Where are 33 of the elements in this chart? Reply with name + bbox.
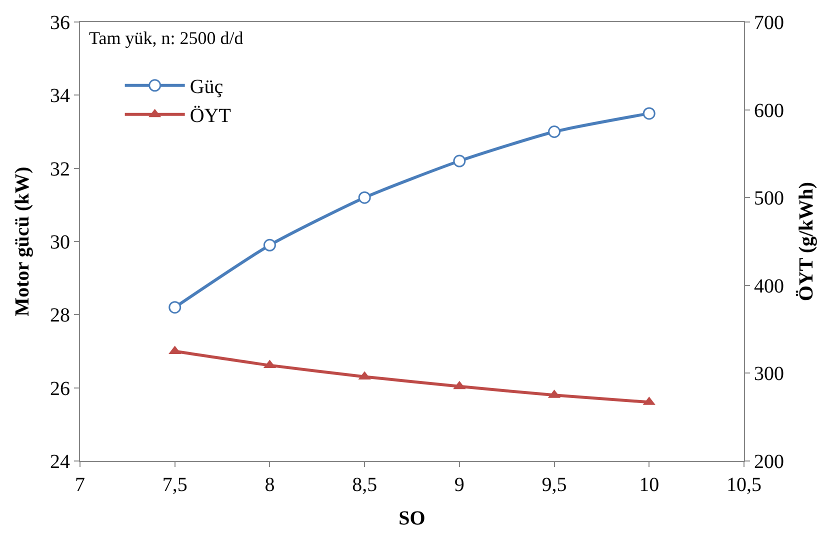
x-tick-label: 7 — [75, 474, 85, 496]
y-tick-label: 36 — [50, 12, 70, 34]
y2-axis-title: ÖYT (g/kWh) — [796, 182, 818, 302]
x-tick-label: 10,5 — [726, 474, 762, 496]
y-tick-label: 24 — [50, 451, 70, 473]
y2-tick-label: 500 — [754, 188, 784, 210]
y2-tick-label: 400 — [754, 275, 784, 298]
point — [358, 191, 371, 204]
y-tick-label: 28 — [50, 304, 70, 327]
x-tick-label: 10 — [639, 474, 660, 496]
legend-label: ÖYT — [190, 105, 231, 128]
y2-tick-label: 300 — [754, 363, 784, 386]
x-tick-label: 9,5 — [542, 474, 567, 496]
x-tick-label: 9 — [454, 474, 464, 496]
y-tick-label: 30 — [50, 232, 70, 254]
x-axis-title: SO — [398, 508, 426, 530]
y-axis-title: Motor gücü (kW) — [12, 166, 34, 316]
point — [548, 126, 561, 138]
x-tick-label: 8 — [264, 474, 275, 496]
y-tick-label: 32 — [50, 158, 70, 180]
point — [168, 301, 182, 314]
y2-tick-label: 600 — [754, 100, 784, 122]
point — [453, 154, 466, 168]
point — [642, 107, 656, 120]
y2-tick-label: 700 — [754, 12, 784, 34]
point — [263, 238, 276, 252]
x-tick-label: 8,5 — [352, 474, 378, 496]
y-tick-label: 34 — [50, 85, 70, 108]
y2-tick-label: 200 — [754, 451, 784, 473]
legend-label: Güç — [190, 76, 224, 98]
x-tick-label: 7,5 — [162, 474, 188, 496]
annotation: Tam yük, n: 2500 d/d — [89, 28, 244, 48]
y-tick-label: 26 — [50, 378, 70, 400]
